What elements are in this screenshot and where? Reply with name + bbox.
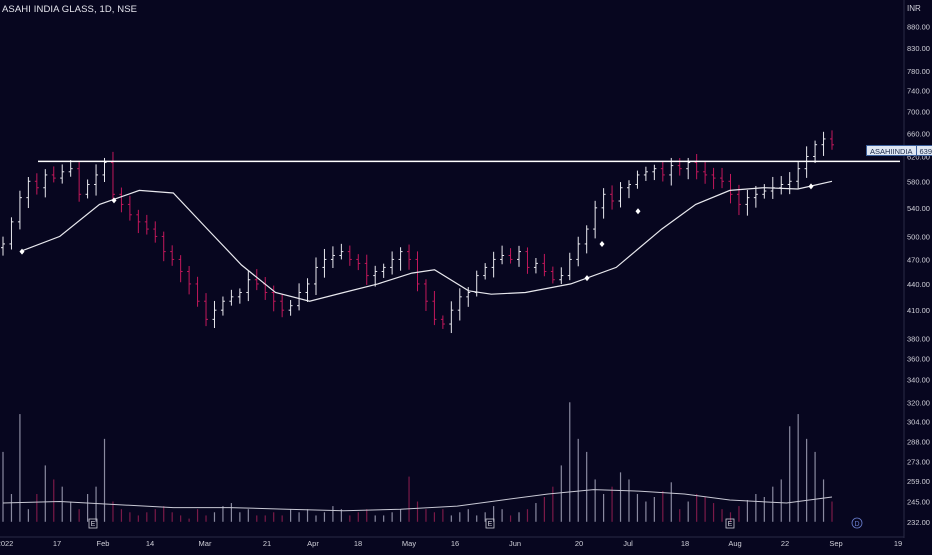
y-tick-label: 540.00 xyxy=(907,204,930,213)
x-tick-label: Sep xyxy=(829,539,842,548)
x-tick-label: Feb xyxy=(97,539,110,548)
signal-diamond-icon xyxy=(584,275,590,282)
earnings-marker xyxy=(485,518,495,529)
x-tick-label: 14 xyxy=(146,539,154,548)
volume-ma-line xyxy=(2,489,833,512)
y-tick-label: 304.00 xyxy=(907,417,930,426)
x-tick-label: 20 xyxy=(575,539,583,548)
y-tick-label: 360.00 xyxy=(907,355,930,364)
y-tick-label: 700.00 xyxy=(907,107,930,116)
y-tick-label: 410.00 xyxy=(907,306,930,315)
y-tick-label: 259.00 xyxy=(907,477,930,486)
x-tick-label: 18 xyxy=(354,539,362,548)
x-tick-label: 16 xyxy=(451,539,459,548)
moving-average-line xyxy=(19,180,833,302)
y-tick-label: 500.00 xyxy=(907,232,930,241)
x-tick-label: Jun xyxy=(509,539,521,548)
x-tick-label: 22 xyxy=(781,539,789,548)
chart-title: ASAHI INDIA GLASS, 1D, NSE xyxy=(2,4,138,15)
x-tick-label: 17 xyxy=(53,539,61,548)
last-price-value: 639.80 xyxy=(916,145,932,156)
y-tick-label: 320.00 xyxy=(907,398,930,407)
signal-diamond-icon xyxy=(19,248,25,255)
y-tick-label: 620.00 xyxy=(907,152,930,161)
signal-diamond-icon xyxy=(635,208,641,215)
y-tick-label: 830.00 xyxy=(907,44,930,53)
signal-diamond-icon xyxy=(808,183,814,190)
y-tick-label: 440.00 xyxy=(907,280,930,289)
y-tick-label: 880.00 xyxy=(907,22,930,31)
y-tick-label: 660.00 xyxy=(907,129,930,138)
x-tick-label: 19 xyxy=(894,539,902,548)
x-tick-label: Aug xyxy=(728,539,741,548)
earnings-marker xyxy=(88,518,98,529)
last-price-tag: ASAHIINDIA 639.80 xyxy=(866,145,932,156)
dividend-label: D xyxy=(854,521,859,528)
y-tick-label: 232.00 xyxy=(907,518,930,527)
signal-diamond-icon xyxy=(599,240,605,247)
signal-diamond-icon xyxy=(111,197,117,204)
earnings-label: E xyxy=(91,521,96,528)
y-tick-label: 470.00 xyxy=(907,255,930,264)
x-tick-label: Apr xyxy=(307,539,319,548)
y-tick-label: 340.00 xyxy=(907,376,930,385)
x-tick-label: 2022 xyxy=(0,539,13,548)
y-tick-label: 245.00 xyxy=(907,498,930,507)
currency-label: INR xyxy=(907,4,921,13)
dividend-marker xyxy=(851,517,863,529)
y-tick-label: 288.00 xyxy=(907,437,930,446)
x-tick-label: 18 xyxy=(681,539,689,548)
x-tick-label: Mar xyxy=(199,539,212,548)
earnings-marker xyxy=(725,518,735,529)
y-tick-label: 580.00 xyxy=(907,177,930,186)
x-tick-label: Jul xyxy=(623,539,633,548)
earnings-label: E xyxy=(488,521,493,528)
symbol-label: ASAHIINDIA xyxy=(866,145,917,156)
earnings-label: E xyxy=(728,521,733,528)
y-tick-label: 273.00 xyxy=(907,457,930,466)
y-tick-label: 380.00 xyxy=(907,334,930,343)
x-tick-label: 21 xyxy=(263,539,271,548)
y-tick-label: 740.00 xyxy=(907,87,930,96)
x-tick-label: May xyxy=(402,539,416,548)
y-tick-label: 780.00 xyxy=(907,67,930,76)
